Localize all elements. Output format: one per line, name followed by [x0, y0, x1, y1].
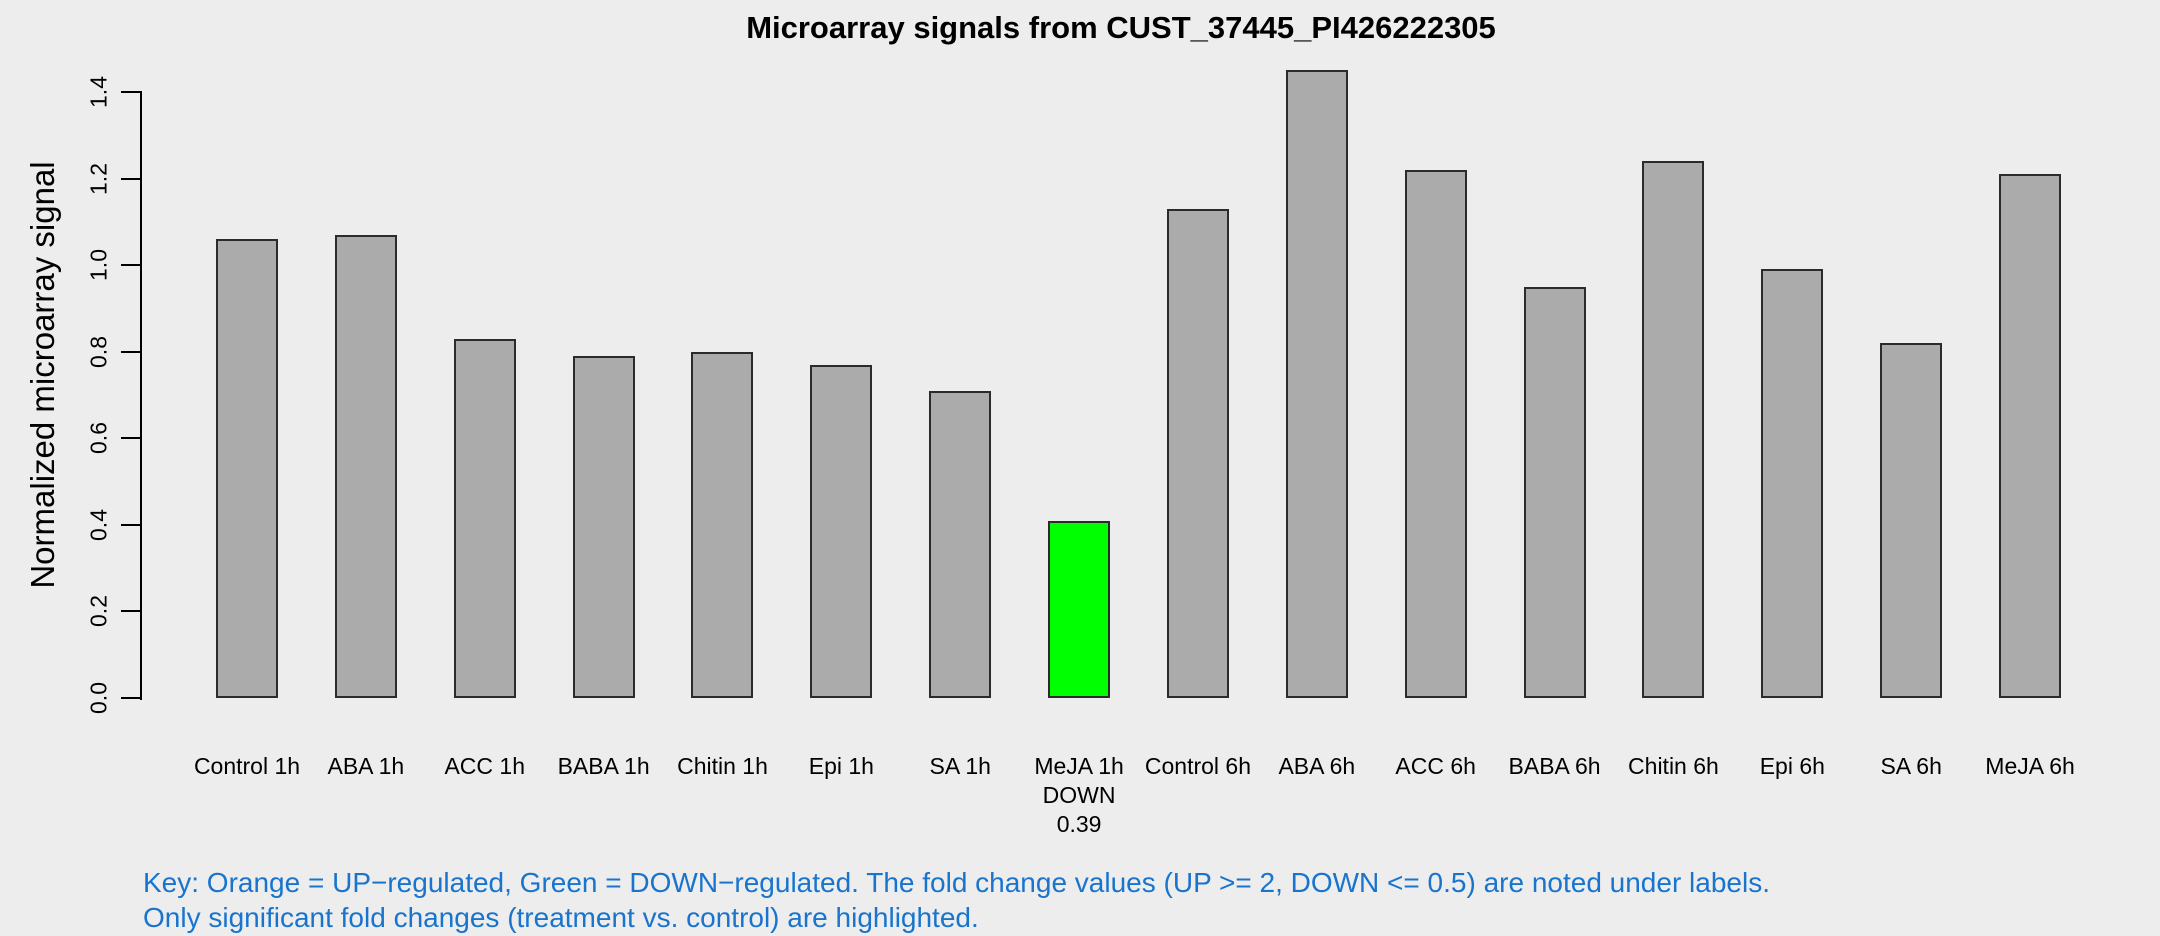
bar-sa-1h	[929, 390, 992, 698]
bar-control-1h	[216, 239, 278, 698]
x-label-control-1h: Control 1h	[157, 752, 337, 781]
bar-chitin-6h	[1642, 161, 1705, 698]
x-label-aba-6h: ABA 6h	[1227, 752, 1407, 781]
y-axis-tick-label: 0.8	[85, 335, 112, 368]
x-label-epi-1h: Epi 1h	[751, 752, 931, 781]
y-axis-tick	[121, 350, 141, 353]
bar-meja-1h	[1048, 520, 1111, 698]
x-label-line: SA 6h	[1880, 753, 1942, 779]
x-label-chitin-1h: Chitin 1h	[632, 752, 812, 781]
x-label-sa-6h: SA 6h	[1821, 752, 2001, 781]
x-label-line: ACC 1h	[444, 753, 525, 779]
x-label-aba-1h: ABA 1h	[276, 752, 456, 781]
x-label-baba-1h: BABA 1h	[514, 752, 694, 781]
y-axis-tick	[121, 264, 141, 267]
x-label-meja-6h: MeJA 6h	[1940, 752, 2120, 781]
y-axis-tick-label: 1.4	[85, 76, 112, 108]
bar-chitin-1h	[691, 351, 754, 698]
y-axis-tick	[121, 697, 141, 699]
bar-acc-6h	[1404, 169, 1467, 698]
x-label-line: ACC 6h	[1395, 753, 1476, 779]
x-label-line: Control 6h	[1144, 753, 1252, 779]
x-label-line: Epi 1h	[808, 753, 874, 779]
x-label-sa-1h: SA 1h	[870, 752, 1050, 781]
x-label-control-6h: Control 6h	[1108, 752, 1288, 781]
x-label-line: Epi 6h	[1759, 753, 1825, 779]
x-label-line: MeJA 6h	[1985, 753, 2075, 779]
bar-meja-6h	[1999, 174, 2062, 698]
bar-baba-6h	[1523, 286, 1586, 698]
y-axis-tick	[121, 437, 141, 440]
key-text-line-2: Only significant fold changes (treatment…	[143, 902, 979, 933]
bar-acc-1h	[453, 338, 516, 698]
x-label-acc-6h: ACC 6h	[1346, 752, 1526, 781]
chart-title: Microarray signals from CUST_37445_PI426…	[746, 10, 1496, 45]
x-label-chitin-6h: Chitin 6h	[1583, 752, 1763, 781]
y-axis-tick-label: 0.2	[85, 595, 112, 628]
x-label-line: DOWN	[1042, 782, 1116, 808]
y-axis-line	[140, 91, 142, 700]
x-label-acc-1h: ACC 1h	[395, 752, 575, 781]
y-axis-tick	[121, 91, 141, 93]
y-axis-tick	[121, 177, 141, 180]
bar-epi-6h	[1761, 269, 1824, 698]
x-label-epi-6h: Epi 6h	[1702, 752, 1882, 781]
x-label-line: Chitin 1h	[677, 753, 768, 779]
x-label-line: MeJA 1h	[1034, 753, 1124, 779]
x-label-meja-1h: MeJA 1h DOWN 0.39	[989, 752, 1169, 839]
bar-baba-1h	[572, 356, 635, 698]
x-label-line: 0.39	[1056, 811, 1102, 837]
y-axis-tick	[121, 610, 141, 613]
x-label-line: ABA 6h	[1278, 753, 1356, 779]
bar-control-6h	[1166, 208, 1229, 698]
bar-aba-1h	[334, 234, 397, 698]
x-label-line: Control 1h	[193, 753, 301, 779]
y-axis-tick-label: 1.0	[85, 249, 112, 282]
bar-sa-6h	[1880, 343, 1943, 698]
bar-epi-1h	[810, 364, 873, 698]
x-label-baba-6h: BABA 6h	[1465, 752, 1645, 781]
y-axis-tick-label: 1.2	[85, 162, 112, 195]
y-axis-tick-label: 0.0	[85, 682, 112, 714]
key-text-line-1: Key: Orange = UP−regulated, Green = DOWN…	[143, 867, 1770, 898]
y-axis-label: Normalized microarray signal	[24, 161, 61, 589]
y-axis-tick-label: 0.4	[85, 508, 112, 541]
x-label-line: Chitin 6h	[1628, 753, 1719, 779]
x-label-line: BABA 6h	[1508, 753, 1601, 779]
y-axis-tick-label: 0.6	[85, 422, 112, 455]
bar-aba-6h	[1285, 70, 1348, 698]
x-label-line: SA 1h	[929, 753, 991, 779]
x-label-line: ABA 1h	[327, 753, 405, 779]
y-axis-tick	[121, 523, 141, 526]
x-label-line: BABA 1h	[557, 753, 650, 779]
